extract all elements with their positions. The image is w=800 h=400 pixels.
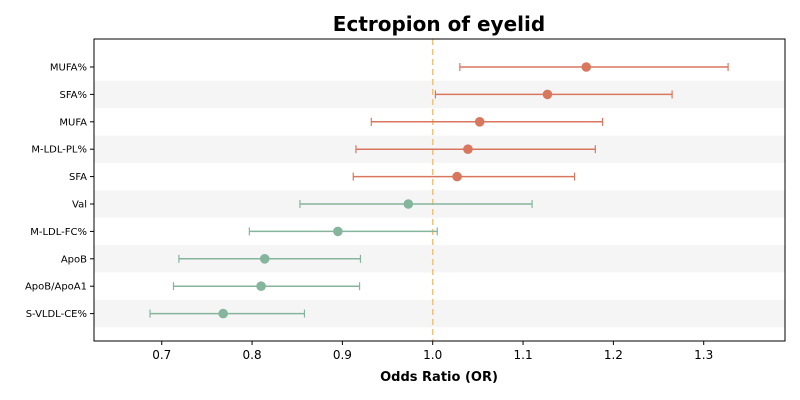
or-point — [259, 253, 270, 264]
y-tick-label: ApoB/ApoA1 — [25, 282, 87, 293]
x-tick-label: 0.7 — [152, 348, 171, 362]
y-tick-label: S-VLDL-CE% — [26, 309, 87, 320]
y-tick-label: SFA% — [59, 90, 87, 101]
x-tick-label: 1.3 — [694, 348, 713, 362]
or-point — [463, 144, 473, 154]
plot-frame — [93, 38, 786, 342]
or-point — [452, 171, 462, 182]
or-point — [256, 281, 266, 292]
or-point — [218, 308, 228, 319]
data-marks — [149, 62, 729, 319]
or-point — [542, 89, 553, 100]
or-point — [581, 62, 592, 72]
x-tick-label: 1.2 — [604, 348, 623, 362]
or-point — [403, 199, 414, 209]
x-tick-label: 1.0 — [423, 348, 442, 362]
y-tick-label: ApoB — [61, 254, 87, 265]
y-tick-label: M-LDL-FC% — [30, 227, 87, 238]
or-point — [474, 117, 485, 127]
y-axis: MUFA% SFA% MUFA M-LDL-PL% SFA Val M-LDL-FC% Apo… — [25, 63, 94, 320]
chart-title: Ectropion of eyelid — [333, 12, 545, 36]
y-tick-label: MUFA — [59, 117, 87, 128]
y-tick-label: Val — [72, 200, 87, 211]
y-tick-label: MUFA% — [50, 63, 87, 74]
x-axis-label: Odds Ratio (OR) — [380, 370, 498, 385]
or-point — [333, 226, 343, 237]
x-tick-label: 1.1 — [514, 348, 533, 362]
x-tick-label: 0.9 — [333, 348, 352, 362]
x-tick-label: 0.8 — [243, 348, 262, 362]
y-tick-label: SFA — [69, 172, 87, 183]
y-tick-label: M-LDL-PL% — [31, 145, 87, 156]
x-axis: 0.7 0.8 0.9 1.0 1.1 1.2 1.3 — [152, 341, 713, 362]
